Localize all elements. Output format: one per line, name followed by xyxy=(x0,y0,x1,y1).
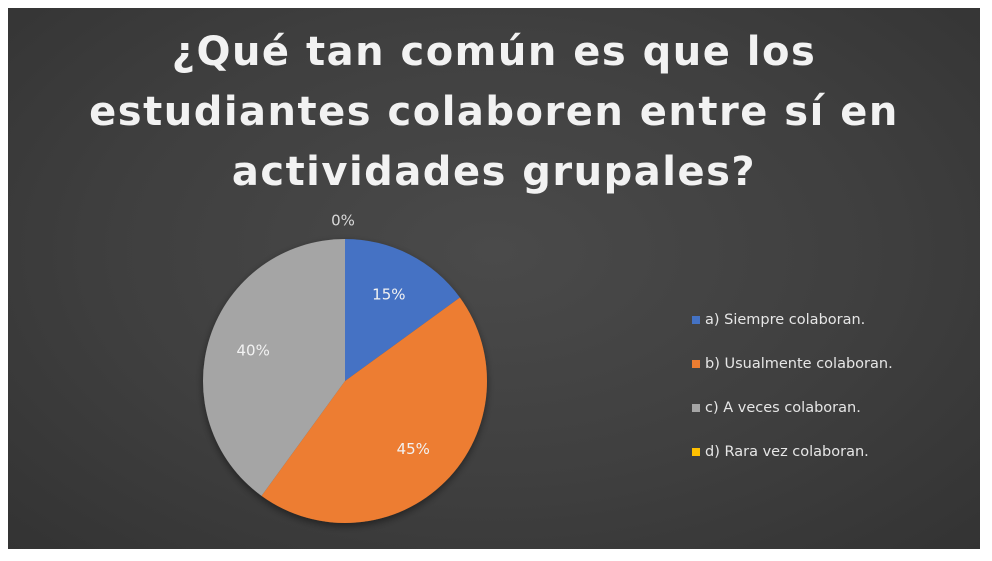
chart-title-line: estudiantes colaboren entre sí en xyxy=(89,89,899,135)
legend-label: d) Rara vez colaboran. xyxy=(705,443,869,460)
legend-label: a) Siempre colaboran. xyxy=(705,311,866,328)
pie-slice-usualmente xyxy=(261,297,487,523)
pie-slice-siempre xyxy=(345,239,460,381)
legend: a) Siempre colaboran. b) Usualmente cola… xyxy=(692,309,893,485)
chart-title-line: ¿Qué tan común es que los xyxy=(171,29,817,75)
data-label-rara-vez: 0% xyxy=(331,212,355,230)
legend-swatch xyxy=(692,359,700,368)
data-label-siempre: 15% xyxy=(372,285,405,303)
legend-swatch xyxy=(692,403,700,412)
legend-item-rara-vez: d) Rara vez colaboran. xyxy=(692,441,893,462)
legend-item-a-veces: c) A veces colaboran. xyxy=(692,397,893,418)
legend-label: b) Usualmente colaboran. xyxy=(705,355,893,372)
chart-title: ¿Qué tan común es que los estudiantes co… xyxy=(8,22,980,202)
legend-item-siempre: a) Siempre colaboran. xyxy=(692,309,893,330)
legend-swatch xyxy=(692,315,700,324)
data-label-usualmente: 45% xyxy=(397,440,430,458)
data-label-a-veces: 40% xyxy=(236,342,269,360)
pie-chart: 15% 45% 40% 0% xyxy=(203,212,487,523)
legend-swatch xyxy=(692,447,700,456)
chart-area: ¿Qué tan común es que los estudiantes co… xyxy=(8,8,980,549)
legend-item-usualmente: b) Usualmente colaboran. xyxy=(692,353,893,374)
pie-slice-a-veces xyxy=(203,239,345,496)
legend-label: c) A veces colaboran. xyxy=(705,399,861,416)
chart-title-line: actividades grupales? xyxy=(231,149,757,195)
